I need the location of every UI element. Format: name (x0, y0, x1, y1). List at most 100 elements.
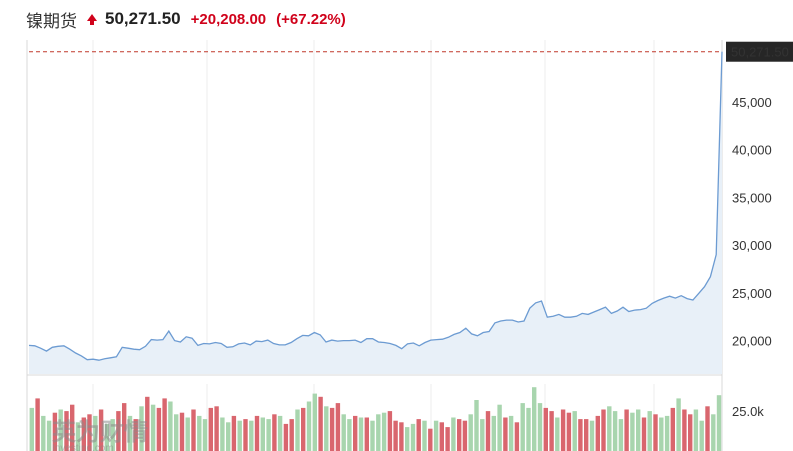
up-arrow-icon (87, 13, 97, 25)
volume-bar (462, 420, 468, 451)
volume-bar (612, 411, 618, 451)
volume-bar (520, 403, 525, 451)
volume-bar (584, 419, 589, 451)
volume-axis-tick-label: 25.0k (732, 404, 764, 419)
volume-bar (220, 417, 225, 451)
volume-bar (699, 420, 704, 451)
quote-header: 镍期货 50,271.50 +20,208.00 (+67.22%) (26, 6, 346, 32)
volume-bar (381, 412, 387, 451)
volume-bar (306, 401, 312, 451)
price-area (29, 51, 722, 374)
volume-bar (393, 420, 398, 451)
volume-bar (439, 422, 444, 451)
last-price-tag-bg (726, 41, 793, 62)
volume-bar (422, 420, 427, 451)
volume-bar (595, 415, 600, 451)
volume-bar (110, 419, 115, 451)
volume-bar (370, 420, 375, 451)
price-change: +20,208.00 (190, 10, 267, 28)
volume-bar (179, 412, 185, 451)
volume-bar (532, 387, 537, 451)
volume-bar (237, 420, 242, 451)
volume-bar (376, 414, 381, 451)
volume-bar (231, 415, 237, 451)
volume-bar (607, 406, 612, 451)
volume-bar (197, 415, 202, 451)
volume-bar (324, 406, 329, 451)
volume-bar (185, 417, 190, 451)
volume-bar (272, 414, 277, 451)
watermark-logo-sub: Investing.com (52, 443, 114, 451)
volume-bar (474, 400, 479, 451)
volume-bar (428, 428, 433, 451)
volume-bar (150, 404, 156, 451)
volume-bar (277, 415, 283, 451)
volume-bar (191, 409, 196, 451)
volume-bar (468, 414, 473, 451)
volume-bar (445, 427, 450, 451)
volume-bar (641, 417, 647, 451)
volume-bar (98, 409, 104, 451)
volume-bar (168, 401, 173, 451)
volume-bar (387, 411, 393, 451)
volume-bar (41, 415, 46, 451)
volume-bar (46, 420, 52, 451)
volume-bar (52, 412, 58, 451)
volume-bar (711, 414, 716, 451)
volume-bar (670, 407, 675, 451)
volume-bar (156, 407, 162, 451)
volume-bar (353, 415, 358, 451)
volume-bar (526, 407, 531, 451)
volume-bar (416, 419, 421, 451)
volume-bar (433, 420, 439, 451)
volume-bar (318, 396, 323, 451)
watermark-logo: 英为财情 (52, 418, 148, 446)
last-price-tag-label: 50,271.50 (731, 45, 789, 60)
last-price: 50,271.50 (105, 9, 181, 28)
volume-bar (578, 419, 583, 451)
volume-bar (283, 423, 289, 451)
volume-bar (410, 423, 416, 451)
volume-bar (35, 398, 40, 451)
volume-bar (705, 406, 710, 451)
volume-bar (688, 414, 693, 451)
volume-bar (341, 414, 346, 451)
volume-bar (693, 409, 699, 451)
volume-bar (29, 407, 34, 451)
volume-bar (618, 419, 624, 451)
volume-bar (289, 419, 294, 451)
volume-bar (555, 417, 560, 451)
volume-bar (295, 409, 300, 451)
volume-bar (87, 414, 92, 451)
volume-bar (659, 417, 664, 451)
volume-bar (208, 407, 213, 451)
volume-bar (93, 415, 98, 451)
volume-bar (647, 411, 652, 451)
volume-bar (133, 419, 138, 451)
volume-bar (202, 419, 208, 451)
volume-bar (537, 403, 543, 451)
volume-bar (630, 412, 635, 451)
instrument-title: 镍期货 (26, 11, 77, 31)
volume-bar (491, 415, 496, 451)
volume-bar (636, 409, 641, 451)
volume-bar (312, 393, 317, 451)
volume-bar (601, 409, 606, 451)
volume-bar (480, 419, 485, 451)
volume-bar (64, 411, 69, 451)
last-price-tag: 50,271.50 (726, 41, 793, 62)
volume-bar (624, 409, 629, 451)
volume-bar (566, 412, 572, 451)
volume-bar (116, 411, 121, 451)
volume-bar (364, 417, 369, 451)
volume-bar (70, 404, 75, 451)
volume-bar (664, 415, 670, 451)
volume-bar (514, 422, 520, 451)
volume-bar (457, 419, 462, 451)
volume-bar (503, 417, 508, 451)
volume-bar (358, 417, 364, 451)
volume-bar (174, 414, 179, 451)
y-axis-tick-label: 45,000 (732, 95, 772, 110)
volume-bar (335, 403, 341, 451)
